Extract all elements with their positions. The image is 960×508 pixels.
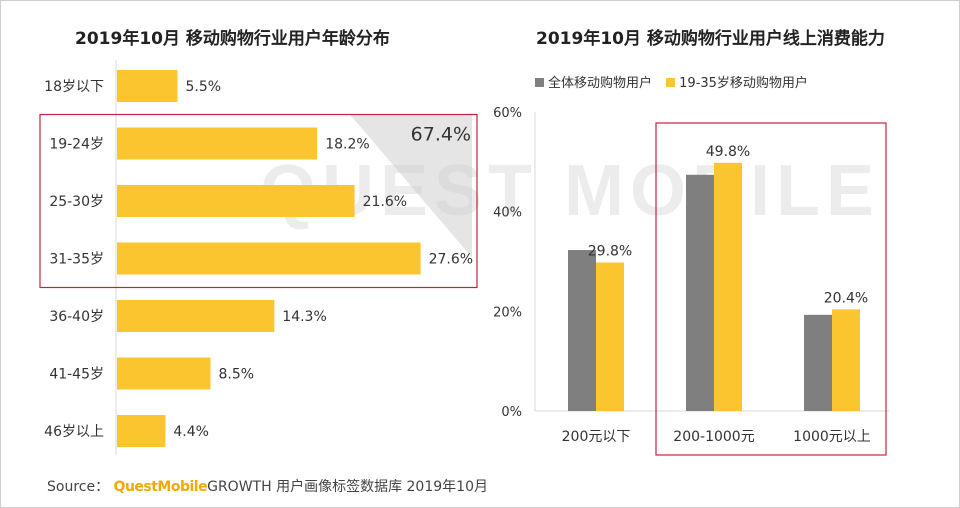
legend-label-young-users: 19-35岁移动购物用户 bbox=[679, 76, 808, 91]
spending-power-chart: 0% 20% 40% 60% 29.8% 200元以下 49.8% 200-1000元 20.4… bbox=[493, 106, 889, 456]
highlight-wedge bbox=[350, 114, 472, 258]
age-value-label: 21.6% bbox=[363, 194, 407, 210]
age-value-label: 8.5% bbox=[219, 367, 255, 383]
age-value-label: 18.2% bbox=[325, 137, 369, 153]
source-brand: QuestMobile bbox=[113, 479, 208, 495]
age-bar bbox=[117, 185, 355, 217]
age-bar bbox=[117, 70, 178, 102]
yellow-bar bbox=[596, 262, 624, 411]
age-bar bbox=[117, 357, 211, 390]
source-prefix: Source： bbox=[47, 479, 110, 495]
spend-chart-title: 2019年10月 移动购物行业用户线上消费能力 bbox=[536, 29, 885, 49]
y-tick-label: 40% bbox=[493, 206, 522, 221]
age-value-label: 27.6% bbox=[429, 252, 473, 268]
legend-swatch-gray bbox=[535, 78, 544, 87]
age-category-label: 25-30岁 bbox=[49, 194, 104, 210]
y-tick-label: 0% bbox=[501, 405, 522, 420]
yellow-value-label: 29.8% bbox=[588, 243, 632, 259]
age-category-label: 41-45岁 bbox=[49, 367, 104, 383]
age-bar bbox=[117, 127, 318, 160]
highlight-total-label: 67.4% bbox=[411, 124, 471, 146]
age-bar bbox=[117, 415, 166, 447]
gray-bar bbox=[804, 314, 832, 411]
spend-legend: 全体移动购物用户 19-35岁移动购物用户 bbox=[535, 72, 818, 91]
gray-bar bbox=[568, 250, 596, 411]
y-tick-label: 20% bbox=[493, 305, 522, 320]
age-bar bbox=[117, 242, 421, 275]
legend-label-all-users: 全体移动购物用户 bbox=[548, 76, 653, 91]
y-tick-label: 60% bbox=[493, 106, 522, 121]
legend-item-all-users: 全体移动购物用户 bbox=[535, 76, 652, 91]
x-category-label: 200-1000元 bbox=[673, 429, 754, 445]
yellow-value-label: 49.8% bbox=[706, 144, 750, 160]
legend-swatch-yellow bbox=[666, 78, 676, 87]
x-category-label: 200元以下 bbox=[562, 429, 631, 445]
source-note: Source： QuestMobileGROWTH 用户画像标签数据库 2019… bbox=[47, 476, 488, 496]
age-value-label: 4.4% bbox=[173, 424, 209, 440]
age-category-label: 36-40岁 bbox=[49, 309, 104, 325]
highlight-box bbox=[39, 113, 478, 289]
age-distribution-chart: 18岁以下 5.5% 19-24岁 18.2% 25-30岁 21.6% 31-35岁 27.… bbox=[39, 60, 478, 455]
legend-item-young-users: 19-35岁移动购物用户 bbox=[666, 76, 808, 91]
age-category-label: 46岁以上 bbox=[44, 424, 104, 440]
age-category-label: 18岁以下 bbox=[44, 79, 104, 95]
age-value-label: 14.3% bbox=[282, 309, 326, 325]
spend-highlight-box bbox=[655, 122, 887, 456]
age-bar bbox=[117, 300, 275, 332]
age-category-label: 31-35岁 bbox=[49, 252, 104, 268]
yellow-bar bbox=[714, 162, 742, 411]
gray-bar bbox=[686, 174, 714, 411]
age-chart-title: 2019年10月 移动购物行业用户年龄分布 bbox=[75, 29, 390, 49]
age-category-label: 19-24岁 bbox=[49, 137, 104, 153]
source-text: GROWTH 用户画像标签数据库 2019年10月 bbox=[207, 479, 488, 495]
age-value-label: 5.5% bbox=[186, 79, 222, 95]
yellow-value-label: 20.4% bbox=[824, 290, 868, 306]
yellow-bar bbox=[832, 309, 860, 411]
watermark: QUEST MOBILE bbox=[260, 151, 881, 231]
x-category-label: 1000元以上 bbox=[793, 429, 871, 445]
